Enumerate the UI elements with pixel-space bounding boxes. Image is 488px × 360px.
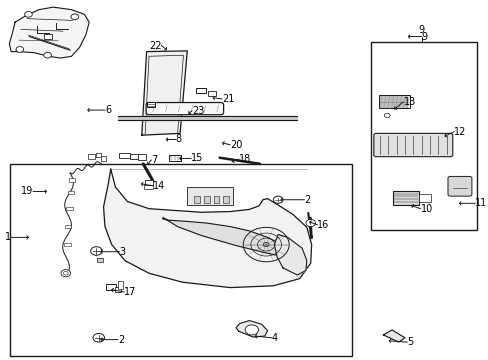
Bar [213,196,219,203]
Circle shape [43,52,51,58]
Polygon shape [103,169,311,288]
Bar [97,258,103,262]
Text: 7: 7 [151,155,157,165]
Polygon shape [383,330,404,342]
Text: 20: 20 [230,140,242,150]
Bar [119,153,130,158]
Text: 23: 23 [192,106,204,116]
Text: 11: 11 [474,198,487,208]
Bar [10,164,351,356]
Text: 22: 22 [149,41,161,50]
Circle shape [305,220,315,226]
Circle shape [71,14,79,20]
Bar [418,194,430,202]
Text: 6: 6 [105,105,111,115]
Text: 17: 17 [124,287,136,297]
Text: 14: 14 [153,181,165,191]
Bar [187,187,232,205]
Circle shape [16,46,23,52]
Text: 9: 9 [418,25,424,35]
Bar [392,191,418,205]
Bar [67,191,74,194]
FancyBboxPatch shape [146,103,223,115]
Text: 10: 10 [420,204,432,214]
Polygon shape [9,7,89,58]
Circle shape [273,196,283,203]
Bar [106,284,116,291]
Bar [208,91,216,96]
Bar [101,156,106,161]
Text: 3: 3 [119,247,125,257]
Polygon shape [142,51,187,135]
Bar [146,102,155,107]
Polygon shape [236,320,267,337]
Circle shape [61,270,70,277]
Circle shape [244,325,258,335]
Text: 9: 9 [421,32,427,41]
Bar [114,287,121,292]
FancyBboxPatch shape [373,134,452,157]
Bar [145,180,153,185]
Text: 13: 13 [403,97,415,107]
Bar [88,154,95,159]
Bar [169,155,181,161]
Circle shape [384,113,389,118]
Circle shape [93,333,104,342]
Bar [43,35,52,39]
Bar [194,196,200,203]
Circle shape [24,12,32,17]
Bar [196,88,206,93]
FancyBboxPatch shape [447,176,471,196]
Text: 18: 18 [239,154,251,164]
Bar [371,42,476,230]
Bar [66,207,73,211]
Circle shape [63,271,68,275]
Text: 2: 2 [118,334,124,345]
Text: 19: 19 [21,186,33,197]
Bar [64,243,70,246]
Circle shape [90,247,102,255]
Text: 16: 16 [317,220,329,230]
Bar [118,281,122,289]
Bar [203,196,209,203]
Bar [96,153,101,157]
Polygon shape [162,218,297,260]
Polygon shape [274,234,306,275]
Bar [130,154,137,159]
Text: 15: 15 [191,153,203,163]
Bar [144,185,153,189]
Text: 5: 5 [407,337,413,347]
Text: 4: 4 [271,333,278,343]
Text: 21: 21 [222,94,234,104]
Bar [223,196,228,203]
Text: 12: 12 [453,127,466,136]
Bar [137,154,146,160]
Bar [68,178,75,182]
Text: 2: 2 [304,195,310,205]
Text: 1: 1 [5,232,11,242]
Bar [378,95,409,108]
Text: 8: 8 [175,135,182,144]
Bar [65,225,71,228]
